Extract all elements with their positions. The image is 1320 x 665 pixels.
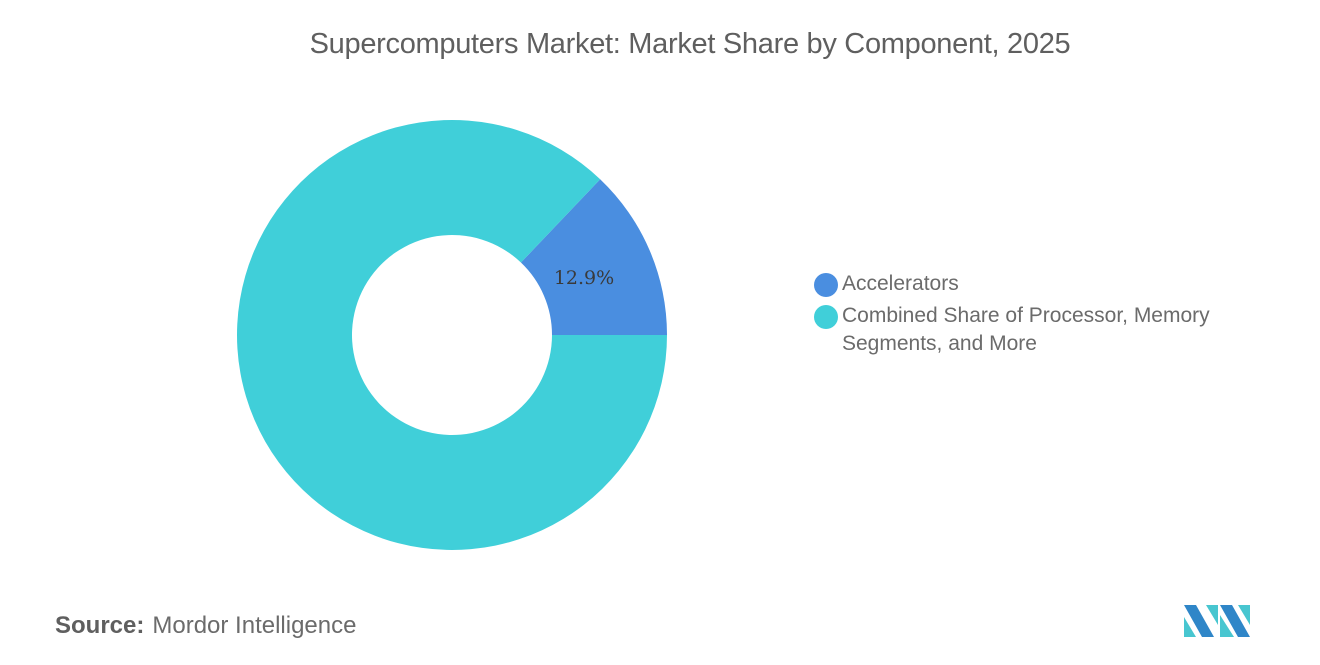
slice-label-accelerators: 12.9% [554,267,614,289]
legend-item-accelerators[interactable]: Accelerators [814,270,1254,298]
mordor-intelligence-logo-icon [1184,605,1250,637]
legend-swatch-icon [814,273,838,297]
legend-swatch-icon [814,305,838,329]
donut-slice-combined-share[interactable] [237,119,667,550]
legend-label: Combined Share of Processor, Memory Segm… [842,304,1210,355]
legend-label: Accelerators [842,272,959,295]
donut-slice-accelerators[interactable] [520,179,667,335]
legend: Accelerators Combined Share of Processor… [814,270,1254,362]
chart-title: Supercomputers Market: Market Share by C… [309,28,1071,60]
source-value: Mordor Intelligence [152,612,357,639]
source-label: Source: [55,612,145,639]
source-note: Source: Mordor Intelligence [55,612,356,640]
donut-slices [237,119,667,550]
legend-item-combined-share[interactable]: Combined Share of Processor, Memory Segm… [814,302,1254,358]
